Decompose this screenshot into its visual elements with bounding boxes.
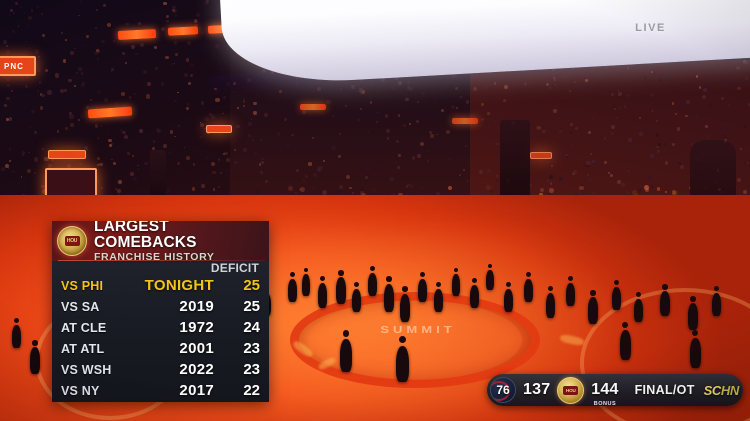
table-row: AT CLE 1972 24 <box>52 319 269 340</box>
ad-board-label: PNC <box>4 61 24 71</box>
court-center-circle <box>290 292 540 388</box>
ad-board <box>48 150 86 159</box>
panel-subtitle: FRANCHISE HISTORY <box>94 250 215 263</box>
comeback-rows-list: VS PHI TONIGHT 25 VS SA 2019 25 AT CLE 1972 24 AT… <box>52 277 269 402</box>
ad-board <box>530 152 552 159</box>
sixers-ring-icon <box>491 381 510 401</box>
row-opponent: AT CLE <box>61 321 107 335</box>
row-deficit: 25 <box>243 277 260 294</box>
row-opponent: VS NY <box>61 384 100 398</box>
row-year: 2001 <box>179 340 214 357</box>
row-opponent: VS PHI <box>61 279 104 293</box>
row-year: 2019 <box>179 298 214 315</box>
row-opponent: AT ATL <box>61 342 105 356</box>
deficit-column-header: DEFICIT <box>52 261 269 277</box>
led-ribbon <box>167 26 199 36</box>
ad-board-pnc: PNC <box>0 56 36 76</box>
away-team-logo-icon: 76 <box>490 377 516 403</box>
row-year: 2017 <box>179 382 214 399</box>
table-row: VS NY 2017 22 <box>52 382 269 402</box>
led-ribbon <box>452 118 478 124</box>
row-year: 2022 <box>179 361 214 378</box>
row-deficit: 23 <box>243 361 260 378</box>
home-team-logo-icon: HOU <box>557 376 585 404</box>
panel-title: LARGEST COMEBACKS <box>94 221 197 252</box>
led-ribbon <box>300 104 326 110</box>
row-deficit: 23 <box>243 340 260 357</box>
live-indicator: LIVE <box>635 22 666 34</box>
table-row: VS SA 2019 25 <box>52 298 269 319</box>
network-logo-suffix: HN <box>720 382 739 398</box>
largest-comebacks-panel: HOU LARGEST COMEBACKS FRANCHISE HISTORY … <box>52 221 269 402</box>
row-year: TONIGHT <box>144 277 214 294</box>
panel-header: HOU LARGEST COMEBACKS FRANCHISE HISTORY <box>52 221 269 263</box>
team-logo-core: HOU <box>64 236 80 246</box>
row-year: 1972 <box>179 319 214 336</box>
row-deficit: 25 <box>243 298 260 315</box>
scorebug: 76 137 HOU 144 BONUS FINAL/OT SCHN <box>487 374 743 407</box>
panel-header-titles: LARGEST COMEBACKS FRANCHISE HISTORY <box>94 221 269 263</box>
away-team-abbr: 76 <box>496 383 510 397</box>
network-logo: SCHN <box>704 383 749 398</box>
row-opponent: VS WSH <box>61 363 112 377</box>
row-opponent: VS SA <box>61 300 100 314</box>
team-logo-icon: HOU <box>57 226 87 256</box>
deficit-label: DEFICIT <box>210 261 259 275</box>
table-row: AT ATL 2001 23 <box>52 340 269 361</box>
game-status: FINAL/OT <box>634 383 695 397</box>
table-row: VS WSH 2022 23 <box>52 361 269 382</box>
court-arc-right <box>580 288 750 421</box>
away-score: 137 <box>523 381 551 398</box>
network-logo-main: SC <box>703 382 722 398</box>
home-score-wrap: 144 BONUS <box>584 381 625 407</box>
row-deficit: 22 <box>243 382 260 399</box>
bonus-badge: BONUS <box>593 401 617 407</box>
ad-board <box>206 125 232 133</box>
home-team-logo-core: HOU <box>563 385 579 395</box>
row-deficit: 24 <box>243 319 260 336</box>
home-score: 144 <box>591 381 619 398</box>
table-row: VS PHI TONIGHT 25 <box>52 277 269 298</box>
court-logo-text: SUMMIT <box>380 323 456 336</box>
